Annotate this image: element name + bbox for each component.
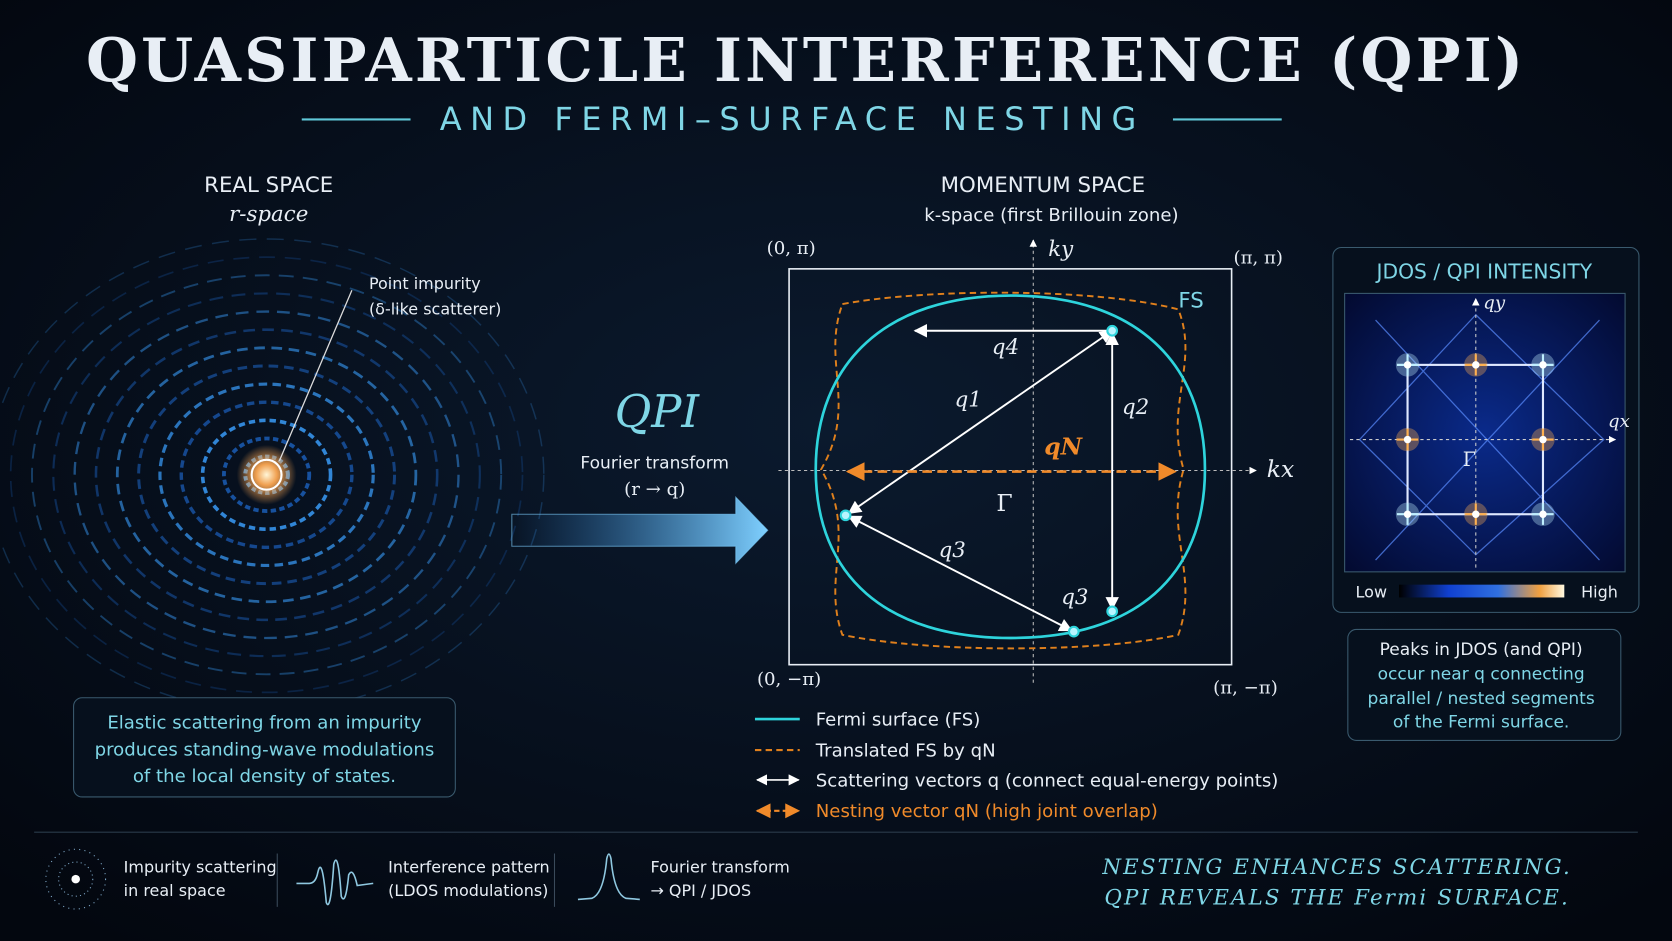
transform-mapping: (r → q) [624, 479, 685, 500]
transform-caption: Fourier transform [580, 453, 729, 473]
ring [52, 292, 481, 658]
corner-label: (0, π) [767, 238, 816, 259]
ring [73, 310, 460, 640]
title: QUASIPARTICLE INTERFERENCE (QPI) [86, 26, 1526, 96]
transform-arrow [511, 495, 769, 565]
jdos-map [1344, 292, 1626, 573]
vector-label: q3 [1061, 585, 1088, 610]
axis-label: qx [1608, 411, 1630, 432]
footer-icon [45, 848, 107, 910]
note-line: occur near q connecting [1378, 665, 1585, 685]
peak-core [1539, 435, 1547, 444]
footer-text: in real space [124, 881, 226, 900]
fs-point [1067, 625, 1080, 638]
peak-core [1403, 510, 1412, 518]
impurity [236, 444, 297, 505]
footer-text: Interference pattern [388, 858, 550, 877]
ring [0, 238, 545, 712]
scale-label: High [1581, 582, 1618, 601]
peak-core [1403, 435, 1412, 444]
heading: REAL SPACE [204, 173, 333, 198]
vector-label: qN [1044, 432, 1083, 460]
ring [9, 256, 524, 694]
fs-points [839, 324, 1119, 638]
vector-label: q2 [1122, 395, 1149, 420]
peak-core [1539, 510, 1547, 518]
jdos-title: JDOS / QPI INTENSITY [1375, 259, 1593, 283]
vector [847, 329, 1114, 514]
transform-label: QPI [615, 385, 701, 438]
legend-label: Nesting vector qN (high joint overlap) [816, 801, 1158, 822]
ring [200, 418, 333, 531]
corner-label: (0, −π) [757, 669, 821, 690]
ring [158, 382, 375, 568]
ring [179, 400, 354, 550]
scale-label: Low [1356, 582, 1387, 601]
brillouin-zone [788, 268, 1233, 666]
subheading: r-space [229, 202, 308, 227]
tagline: NESTING ENHANCES SCATTERING. [1101, 855, 1572, 880]
fs-point [1106, 605, 1119, 618]
pointer [278, 289, 353, 462]
tagline: QPI REVEALS THE Fermi SURFACE. [1104, 886, 1570, 911]
fermi-surface [814, 294, 1207, 640]
origin-label: Γ [1463, 448, 1476, 471]
footer-icon [577, 853, 640, 901]
fs-point [839, 509, 852, 522]
peak-core [1539, 361, 1547, 369]
footer-icon [71, 874, 80, 884]
note-line: of the Fermi surface. [1393, 713, 1569, 733]
heading: MOMENTUM SPACE [941, 173, 1145, 198]
legend-label: Translated FS by qN [815, 740, 996, 761]
impurity-label: (δ-like scatterer) [369, 300, 501, 319]
origin-label: Γ [996, 489, 1012, 517]
ring [31, 274, 503, 676]
vector-label: q3 [939, 538, 966, 563]
ring [115, 346, 418, 604]
note-line: parallel / nested segments [1368, 689, 1595, 709]
peak-core [1403, 361, 1412, 369]
note-line: Peaks in JDOS (and QPI) [1380, 640, 1583, 660]
subtitle: AND FERMI–SURFACE NESTING [440, 100, 1145, 138]
footer-text: Impurity scattering [124, 858, 277, 877]
note-box [1347, 628, 1622, 741]
corner-label: (π, π) [1234, 248, 1283, 269]
impurity-ring [250, 458, 283, 491]
footer-icon [58, 861, 94, 897]
axis-label: ky [1048, 237, 1074, 262]
footer-icon [296, 859, 374, 906]
legend-label: Scattering vectors q (connect equal-ener… [816, 770, 1279, 791]
corner-label: (π, −π) [1213, 677, 1278, 698]
note-line: Elastic scattering from an impurity [107, 713, 422, 734]
note-line: of the local density of states. [133, 766, 396, 787]
note-line: produces standing-wave modulations [95, 739, 435, 760]
jdos-peaks [1395, 353, 1555, 526]
footer-text: Fourier transform [650, 858, 789, 877]
ring [94, 328, 439, 622]
peak-core [1472, 510, 1480, 518]
vector-label: q1 [955, 387, 982, 412]
translated-fs [819, 291, 1187, 650]
vector [847, 515, 1073, 632]
axis-label: qy [1483, 292, 1506, 313]
vector-label: q4 [992, 335, 1019, 360]
footer-text: → QPI / JDOS [650, 881, 751, 900]
legend-label: Fermi surface (FS) [816, 709, 981, 730]
fs-point [1106, 324, 1119, 337]
peak-core [1472, 361, 1480, 369]
ring [137, 364, 397, 586]
note-box [73, 697, 456, 798]
axis-label: kx [1267, 455, 1294, 483]
footer-text: (LDOS modulations) [388, 881, 548, 900]
ring [222, 436, 312, 513]
impurity-label: Point impurity [369, 274, 481, 293]
color-bar [1399, 584, 1565, 598]
fs-label: FS [1178, 288, 1203, 313]
subheading: k-space (first Brillouin zone) [924, 205, 1178, 226]
